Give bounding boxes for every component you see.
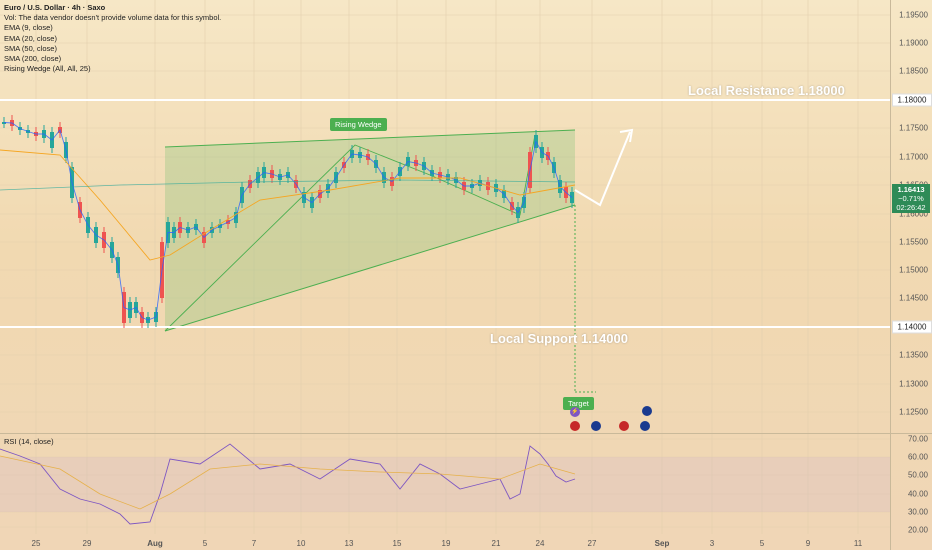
time-tick: 10 — [296, 539, 306, 548]
price-tick: 1.12500 — [899, 407, 928, 417]
sma-line — [0, 179, 576, 191]
time-tick: 13 — [344, 539, 354, 548]
rsi-tick: 60.00 — [907, 452, 928, 462]
rsi-line — [0, 443, 576, 525]
legend-vol[interactable]: Vol: The data vendor doesn't provide vol… — [4, 13, 222, 23]
eu-event-icon[interactable] — [591, 421, 601, 431]
target-label[interactable]: Target — [563, 397, 594, 410]
resistance-label: Local Resistance 1.18000 — [688, 83, 845, 98]
time-tick: 24 — [535, 539, 545, 548]
us-flag-event-icon[interactable] — [570, 421, 580, 431]
time-tick: 29 — [82, 539, 92, 548]
pane-divider[interactable] — [0, 433, 932, 434]
support-label: Local Support 1.14000 — [490, 331, 628, 346]
support-price-tag: 1.14000 — [892, 320, 932, 334]
time-tick: 3 — [709, 539, 715, 548]
price-tick: 1.13500 — [899, 350, 928, 360]
us-flag-event-icon[interactable] — [619, 421, 629, 431]
wedge-lower-line — [164, 204, 576, 332]
projection-arrow — [574, 131, 631, 207]
price-tick: 1.13000 — [899, 379, 928, 389]
time-tick: 15 — [392, 539, 402, 548]
current-price: 1.16413 — [897, 185, 925, 194]
rsi-tick: 40.00 — [907, 489, 928, 499]
rsi-tick: 70.00 — [907, 434, 928, 444]
price-change: −0.71% — [898, 194, 924, 203]
resistance-price-tag: 1.18000 — [892, 93, 932, 107]
time-tick: 11 — [853, 539, 863, 548]
time-tick: 25 — [31, 539, 41, 548]
price-tick: 1.19000 — [899, 38, 928, 48]
time-tick: 5 — [202, 539, 208, 548]
wedge-upper-line — [164, 129, 576, 148]
rising-wedge-label[interactable]: Rising Wedge — [330, 118, 387, 131]
current-price-tag: 1.16413 −0.71% 02:26:42 — [892, 184, 930, 213]
time-tick: 5 — [759, 539, 765, 548]
legend-ema20[interactable]: EMA (20, close) — [4, 33, 57, 43]
legend-ema9[interactable]: EMA (9, close) — [4, 23, 53, 33]
time-tick: 7 — [251, 539, 257, 548]
rsi-label[interactable]: RSI (14, close) — [4, 437, 54, 446]
time-tick: 21 — [491, 539, 501, 548]
price-tick: 1.19500 — [899, 10, 928, 20]
rsi-band — [0, 457, 890, 512]
price-tick: 1.15500 — [899, 237, 928, 247]
indicator-legend: Euro / U.S. Dollar · 4h · Saxo Vol: The … — [4, 3, 221, 74]
candle-body — [2, 122, 6, 124]
time-tick: Aug — [147, 539, 163, 548]
eu-event-icon[interactable] — [640, 421, 650, 431]
rsi-tick: 30.00 — [907, 507, 928, 517]
symbol-title[interactable]: Euro / U.S. Dollar · 4h · Saxo — [4, 3, 106, 12]
price-tick: 1.14500 — [899, 293, 928, 303]
bar-countdown: 02:26:42 — [896, 203, 926, 212]
price-axis[interactable] — [890, 0, 932, 550]
time-tick: 27 — [587, 539, 597, 548]
rsi-tick: 50.00 — [907, 470, 928, 480]
time-tick: 9 — [805, 539, 811, 548]
eu-event-icon[interactable] — [642, 406, 652, 416]
rsi-ma-line — [0, 455, 576, 510]
rsi-tick: 20.00 — [907, 525, 928, 535]
price-tick: 1.17500 — [899, 123, 928, 133]
wedge-area — [165, 130, 575, 331]
price-chart[interactable] — [0, 0, 890, 433]
flash-event-icon[interactable]: ⚡ — [570, 407, 580, 417]
price-tick: 1.16000 — [899, 209, 928, 219]
legend-rising-wedge[interactable]: Rising Wedge (All, All, 25) — [4, 64, 91, 74]
time-tick: 19 — [441, 539, 451, 548]
price-tick: 1.15000 — [899, 265, 928, 275]
time-tick: Sep — [654, 539, 670, 548]
rsi-pane[interactable] — [0, 434, 890, 534]
price-tick: 1.17000 — [899, 152, 928, 162]
legend-sma200[interactable]: SMA (200, close) — [4, 54, 62, 64]
price-tick: 1.18500 — [899, 66, 928, 76]
arrow-head — [619, 128, 634, 143]
legend-sma50[interactable]: SMA (50, close) — [4, 43, 57, 53]
